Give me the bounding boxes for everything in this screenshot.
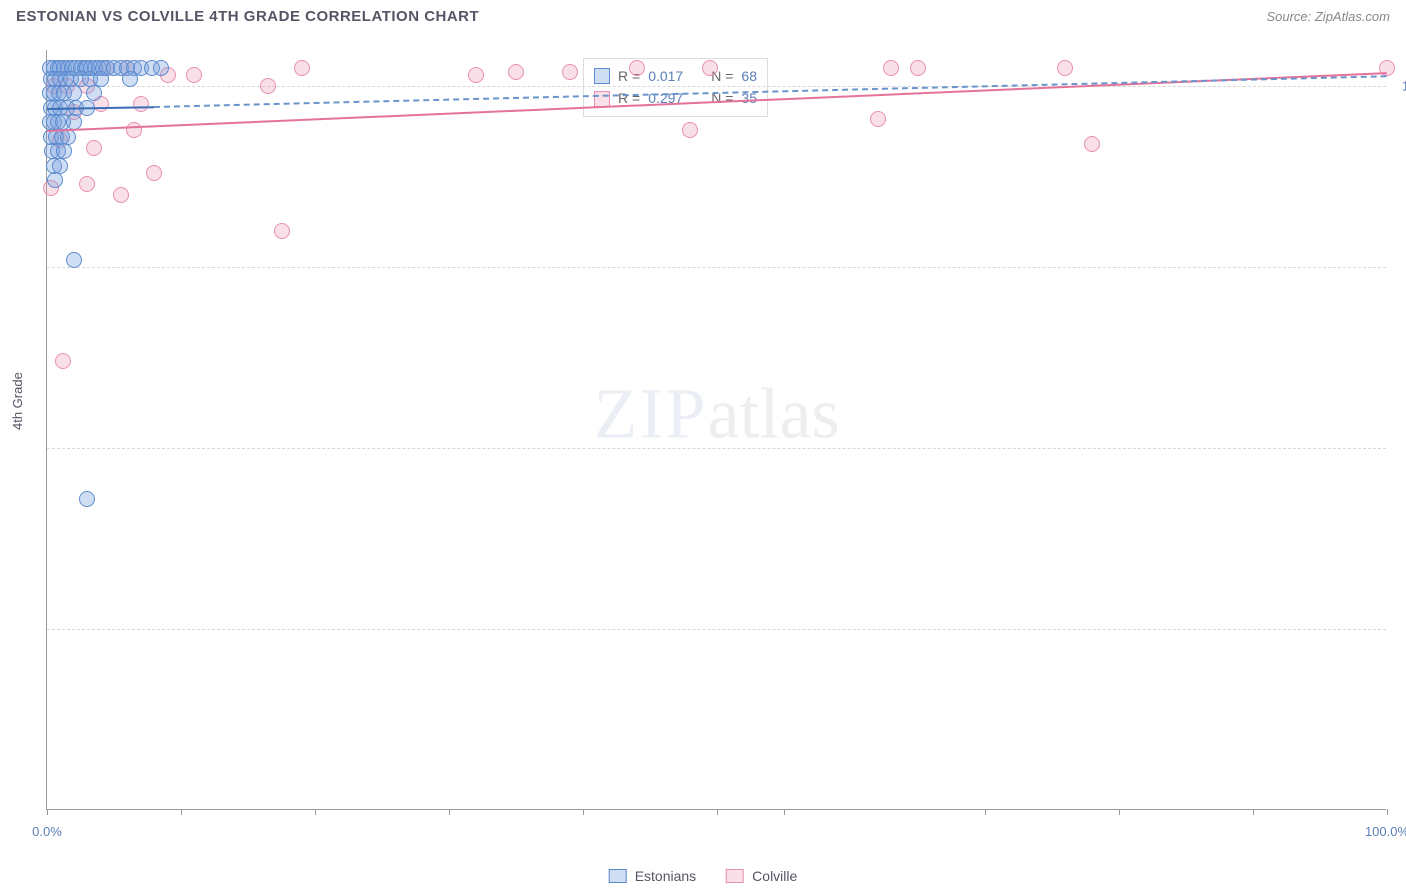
data-point-a [66,252,82,268]
stats-swatch-b [594,91,610,107]
data-point-b [508,64,524,80]
x-tick [449,809,450,815]
legend-swatch-a [609,869,627,883]
data-point-b [126,122,142,138]
watermark: ZIPatlas [594,373,840,456]
data-point-b [1057,60,1073,76]
y-tick-label: 85.0% [1396,622,1406,637]
data-point-a [47,172,63,188]
legend-item-a: Estonians [609,868,696,884]
stats-swatch-a [594,68,610,84]
x-tick [583,809,584,815]
data-point-b [55,353,71,369]
data-point-b [870,111,886,127]
legend-swatch-b [726,869,744,883]
regression-line-a-dashed [154,75,1387,108]
x-tick [181,809,182,815]
data-point-b [86,140,102,156]
data-point-b [133,96,149,112]
x-tick-label: 100.0% [1365,824,1406,839]
data-point-b [468,67,484,83]
stats-box: R = 0.017 N = 68 R = 0.297 N = 35 [583,58,768,117]
y-tick-label: 90.0% [1396,441,1406,456]
data-point-a [153,60,169,76]
stats-row-a: R = 0.017 N = 68 [594,65,757,87]
x-tick [784,809,785,815]
data-point-b [79,176,95,192]
gridline-h [47,267,1386,268]
x-tick [1253,809,1254,815]
data-point-b [146,165,162,181]
y-axis-label: 4th Grade [10,372,25,430]
data-point-b [562,64,578,80]
legend: Estonians Colville [609,868,798,884]
data-point-b [682,122,698,138]
y-tick-label: 100.0% [1396,79,1406,94]
data-point-b [113,187,129,203]
chart-title: ESTONIAN VS COLVILLE 4TH GRADE CORRELATI… [16,8,479,25]
x-tick [717,809,718,815]
legend-item-b: Colville [726,868,797,884]
data-point-a [79,491,95,507]
gridline-h [47,629,1386,630]
legend-label-a: Estonians [635,868,696,884]
data-point-b [1084,136,1100,152]
r-value-b: 0.297 [648,87,683,109]
legend-label-b: Colville [752,868,797,884]
data-point-b [294,60,310,76]
gridline-h [47,448,1386,449]
x-tick [1119,809,1120,815]
data-point-b [702,60,718,76]
x-tick [985,809,986,815]
gridline-h [47,86,1386,87]
data-point-a [122,71,138,87]
x-tick-label: 0.0% [32,824,62,839]
plot-area: ZIPatlas R = 0.017 N = 68 R = 0.297 N = … [46,50,1386,810]
data-point-b [910,60,926,76]
data-point-b [883,60,899,76]
y-tick-label: 95.0% [1396,260,1406,275]
n-value-a: 68 [741,65,757,87]
data-point-b [260,78,276,94]
data-point-b [274,223,290,239]
source-credit: Source: ZipAtlas.com [1266,9,1390,24]
x-tick [47,809,48,815]
x-tick [315,809,316,815]
data-point-b [629,60,645,76]
data-point-b [186,67,202,83]
x-tick [1387,809,1388,815]
r-value-a: 0.017 [648,65,683,87]
